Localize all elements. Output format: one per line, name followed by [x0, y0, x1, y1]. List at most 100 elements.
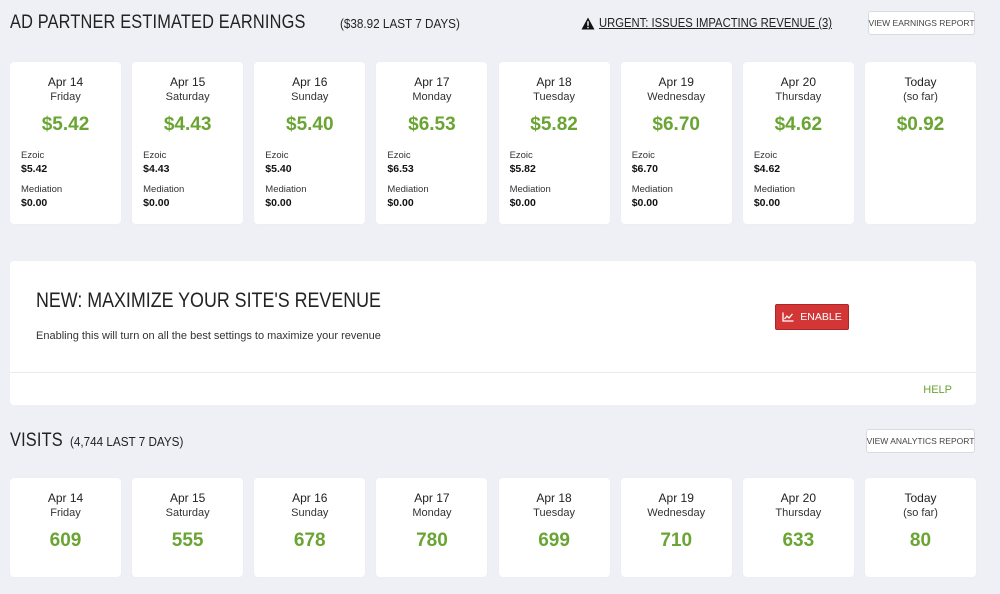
- card-day: Monday: [412, 91, 452, 103]
- mediation-value: $0.00: [387, 197, 414, 209]
- enable-label: ENABLE: [800, 311, 842, 323]
- card-date: Apr 16: [292, 491, 328, 505]
- card-day: (so far): [903, 507, 938, 519]
- card-day: Monday: [412, 507, 452, 519]
- card-date: Apr 16: [292, 75, 328, 89]
- mediation-label: Mediation: [753, 184, 796, 195]
- promo-divider: [10, 372, 976, 373]
- ezoic-value: $5.42: [21, 163, 48, 175]
- ezoic-value: $5.40: [265, 163, 292, 175]
- ezoic-value: $6.53: [387, 163, 414, 175]
- earnings-total: ($38.92 LAST 7 DAYS): [339, 15, 460, 31]
- card-date: Apr 15: [169, 75, 206, 89]
- mediation-label: Mediation: [21, 184, 63, 195]
- mediation-label: Mediation: [143, 184, 185, 195]
- urgent-issues-link[interactable]: URGENT: ISSUES IMPACTING REVENUE (3): [581, 16, 858, 30]
- earnings-header: AD PARTNER ESTIMATED EARNINGS ($38.92 LA…: [10, 10, 975, 36]
- promo-description: Enabling this will turn on all the best …: [36, 330, 381, 342]
- mediation-value: $0.00: [21, 197, 48, 209]
- card-visit-count: 633: [782, 530, 815, 551]
- card-date: Today: [904, 75, 937, 89]
- card-day: Sunday: [291, 91, 329, 103]
- card-earnings-amount: $5.42: [41, 114, 90, 135]
- card-earnings-amount: $6.53: [408, 114, 456, 135]
- visits-day-card: Apr 14 Friday 609: [10, 478, 121, 577]
- visits-title: VISITS: [10, 430, 63, 451]
- card-date: Apr 18: [536, 75, 572, 89]
- view-analytics-report-button[interactable]: VIEW ANALYTICS REPORT: [866, 429, 975, 453]
- earnings-breakdown: Ezoic $5.82 Mediation $0.00: [499, 150, 610, 210]
- card-day: Tuesday: [533, 507, 575, 519]
- trend-chart-icon: [782, 312, 794, 322]
- ezoic-label: Ezoic: [631, 150, 655, 161]
- earnings-day-card: Apr 17 Monday $6.53 Ezoic $6.53 Mediation $0.0…: [376, 62, 488, 224]
- card-earnings-amount: $5.82: [530, 114, 578, 135]
- card-visit-count: 699: [538, 530, 570, 551]
- earnings-day-card: Apr 16 Sunday $5.40 Ezoic $5.40 Mediation $0.0…: [254, 62, 366, 224]
- visits-day-card: Apr 17 Monday 780: [376, 478, 488, 577]
- earnings-day-card: Today (so far) $0.92: [864, 62, 976, 224]
- promo-title: NEW: MAXIMIZE YOUR SITE'S REVENUE: [36, 289, 381, 312]
- ezoic-label: Ezoic: [387, 150, 411, 161]
- mediation-value: $0.00: [265, 197, 292, 209]
- card-visit-count: 609: [49, 530, 82, 551]
- card-date: Apr 14: [47, 491, 84, 505]
- visits-day-card: Apr 18 Tuesday 699: [498, 478, 610, 577]
- visits-cards: Apr 14 Friday 609 Apr 15 Saturday 555 Apr 16 Su…: [10, 478, 976, 577]
- visits-day-card: Today (so far) 80: [864, 478, 976, 577]
- earnings-breakdown: Ezoic $4.62 Mediation $0.00: [743, 150, 854, 210]
- visits-day-card: Apr 19 Wednesday 710: [620, 478, 732, 577]
- ezoic-label: Ezoic: [143, 150, 167, 161]
- earnings-day-card: Apr 14 Friday $5.42 Ezoic $5.42 Mediation $0.0…: [10, 62, 121, 224]
- ezoic-label: Ezoic: [509, 150, 533, 161]
- mediation-value: $0.00: [509, 197, 536, 209]
- earnings-day-card: Apr 20 Thursday $4.62 Ezoic $4.62 Mediation $0…: [742, 62, 854, 224]
- enable-button[interactable]: ENABLE: [775, 304, 849, 330]
- card-day: Wednesday: [647, 507, 706, 519]
- earnings-breakdown: Ezoic $5.42 Mediation $0.00: [10, 150, 121, 210]
- card-date: Apr 17: [414, 75, 450, 89]
- ezoic-label: Ezoic: [265, 150, 289, 161]
- view-earnings-report-button[interactable]: VIEW EARNINGS REPORT: [868, 11, 975, 35]
- card-day: Sunday: [291, 507, 329, 519]
- card-earnings-amount: $0.92: [896, 114, 945, 135]
- visits-day-card: Apr 15 Saturday 555: [132, 478, 244, 577]
- visits-day-card: Apr 20 Thursday 633: [742, 478, 854, 577]
- ezoic-value: $6.70: [631, 163, 658, 175]
- card-date: Apr 17: [414, 491, 450, 505]
- help-link[interactable]: HELP: [923, 384, 952, 396]
- earnings-day-card: Apr 15 Saturday $4.43 Ezoic $4.43 Mediation $0…: [132, 62, 244, 224]
- ezoic-label: Ezoic: [753, 150, 778, 161]
- urgent-issues-label: URGENT: ISSUES IMPACTING REVENUE (3): [599, 16, 833, 30]
- visits-header: VISITS (4,744 LAST 7 DAYS) VIEW ANALYTIC…: [10, 428, 975, 454]
- card-day: (so far): [903, 91, 938, 103]
- visits-day-card: Apr 16 Sunday 678: [254, 478, 366, 577]
- earnings-header-actions: URGENT: ISSUES IMPACTING REVENUE (3) VIE…: [581, 11, 975, 35]
- earnings-title: AD PARTNER ESTIMATED EARNINGS: [10, 12, 306, 33]
- visits-total: (4,744 LAST 7 DAYS): [70, 433, 184, 449]
- card-date: Apr 14: [47, 75, 84, 89]
- card-date: Apr 18: [536, 491, 572, 505]
- card-day: Thursday: [775, 91, 822, 103]
- card-visit-count: 780: [416, 530, 448, 551]
- mediation-label: Mediation: [631, 184, 673, 195]
- mediation-value: $0.00: [631, 197, 658, 209]
- card-date: Apr 15: [169, 491, 206, 505]
- earnings-day-card: Apr 18 Tuesday $5.82 Ezoic $5.82 Mediation $0.…: [498, 62, 610, 224]
- card-visit-count: 555: [171, 530, 204, 551]
- visits-header-actions: VIEW ANALYTICS REPORT: [866, 429, 975, 453]
- ezoic-value: $4.43: [143, 163, 170, 175]
- card-date: Today: [904, 491, 937, 505]
- mediation-label: Mediation: [265, 184, 307, 195]
- card-day: Thursday: [775, 507, 822, 519]
- card-earnings-amount: $6.70: [652, 114, 700, 135]
- earnings-breakdown: Ezoic $5.40 Mediation $0.00: [254, 150, 365, 210]
- earnings-breakdown: Ezoic $4.43 Mediation $0.00: [132, 150, 243, 210]
- mediation-value: $0.00: [143, 197, 170, 209]
- maximize-revenue-panel: NEW: MAXIMIZE YOUR SITE'S REVENUE Enabli…: [10, 261, 976, 405]
- card-date: Apr 19: [658, 491, 694, 505]
- card-earnings-amount: $4.62: [774, 114, 823, 135]
- ezoic-value: $4.62: [753, 163, 781, 175]
- ezoic-value: $5.82: [509, 163, 536, 175]
- card-day: Saturday: [165, 91, 210, 103]
